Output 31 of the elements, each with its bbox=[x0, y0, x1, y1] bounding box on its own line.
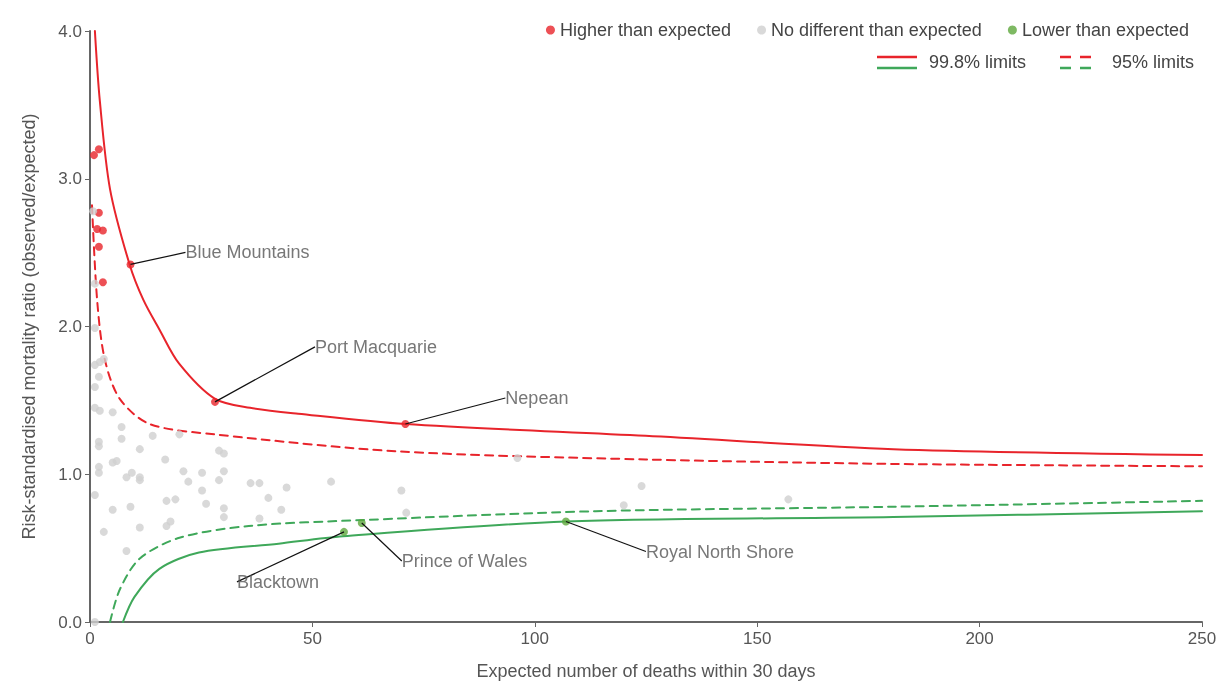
x-tick-label: 150 bbox=[743, 629, 772, 648]
annotation: Royal North Shore bbox=[645, 541, 795, 562]
legend-label: Lower than expected bbox=[1021, 20, 1190, 40]
point bbox=[98, 278, 107, 287]
x-axis-title: Expected number of deaths within 30 days bbox=[476, 661, 816, 681]
x-tick-label: 50 bbox=[302, 629, 322, 648]
point bbox=[211, 397, 219, 406]
y-tick-label: 1.0 bbox=[58, 464, 82, 484]
y-tick-label: 4.0 bbox=[58, 21, 82, 41]
annotation: Nepean bbox=[505, 388, 569, 409]
annotation: Blacktown bbox=[236, 571, 319, 592]
x-tick-label: 250 bbox=[1187, 629, 1217, 648]
annotation: Prince of Wales bbox=[401, 551, 528, 572]
legend-label: Higher than expected bbox=[559, 20, 732, 40]
legend-label: 99.8% limits bbox=[928, 52, 1026, 73]
x-tick-label: 100 bbox=[520, 629, 549, 648]
point bbox=[98, 226, 107, 235]
point bbox=[94, 145, 103, 154]
point bbox=[90, 151, 98, 160]
y-tick-label: 0.0 bbox=[58, 612, 82, 632]
x-tick-label: 200 bbox=[965, 629, 994, 648]
line-series bbox=[91, 204, 1203, 468]
legend-label: No different than expected bbox=[771, 20, 982, 40]
y-tick-label: 2.0 bbox=[58, 317, 82, 336]
legend-label: 95% limits bbox=[1111, 52, 1194, 73]
x-tick-label: 0 bbox=[85, 629, 95, 648]
point bbox=[94, 242, 103, 251]
annotation: Port Macquarie bbox=[314, 336, 438, 357]
y-tick-label: 3.0 bbox=[58, 169, 82, 189]
annotation: Blue Mountains bbox=[185, 242, 310, 263]
y-axis-title: Risk-standardised mortality ratio (observed/expected) bbox=[19, 113, 39, 540]
